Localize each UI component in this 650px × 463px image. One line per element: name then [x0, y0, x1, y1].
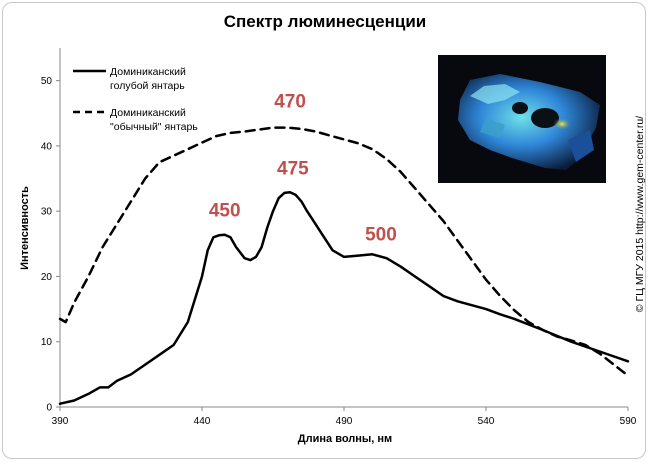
peak-annotations: 450 475 470 500 — [209, 92, 397, 246]
y-tick-label: 30 — [41, 207, 53, 218]
x-tick-label: 490 — [336, 416, 353, 427]
x-axis-label: Длина волны, нм — [297, 433, 393, 445]
axes-frame: 0 10 20 30 40 50 390 440 490 540 590 — [41, 48, 637, 427]
y-tick-label: 10 — [41, 337, 53, 348]
x-tick-label: 590 — [620, 416, 637, 427]
legend-label-regular-line2: "обычный" янтарь — [110, 121, 198, 133]
amber-photo — [438, 55, 606, 183]
legend-label-blue-line1: Доминиканский — [110, 66, 186, 78]
peak-label-475: 475 — [277, 158, 309, 179]
x-tick-label: 390 — [52, 416, 69, 427]
y-tick-label: 50 — [41, 76, 53, 87]
peak-label-450: 450 — [209, 201, 241, 222]
x-tick-label: 440 — [194, 416, 211, 427]
chart-title: Спектр люминесценции — [223, 12, 427, 31]
peak-label-470: 470 — [274, 92, 306, 113]
y-tick-label: 40 — [41, 141, 53, 152]
y-tick-label: 0 — [46, 403, 52, 414]
legend-label-regular-line1: Доминиканский — [110, 107, 186, 119]
y-tick-label: 20 — [41, 272, 53, 283]
x-tick-label: 540 — [478, 416, 495, 427]
series-line-regular-amber — [58, 126, 630, 377]
series-layer — [58, 126, 630, 405]
peak-label-500: 500 — [365, 224, 397, 245]
series-line-blue-amber — [58, 191, 630, 405]
legend-label-blue-line2: голубой янтарь — [110, 80, 185, 92]
legend: Доминиканский голубой янтарь Доминиканск… — [73, 66, 198, 133]
